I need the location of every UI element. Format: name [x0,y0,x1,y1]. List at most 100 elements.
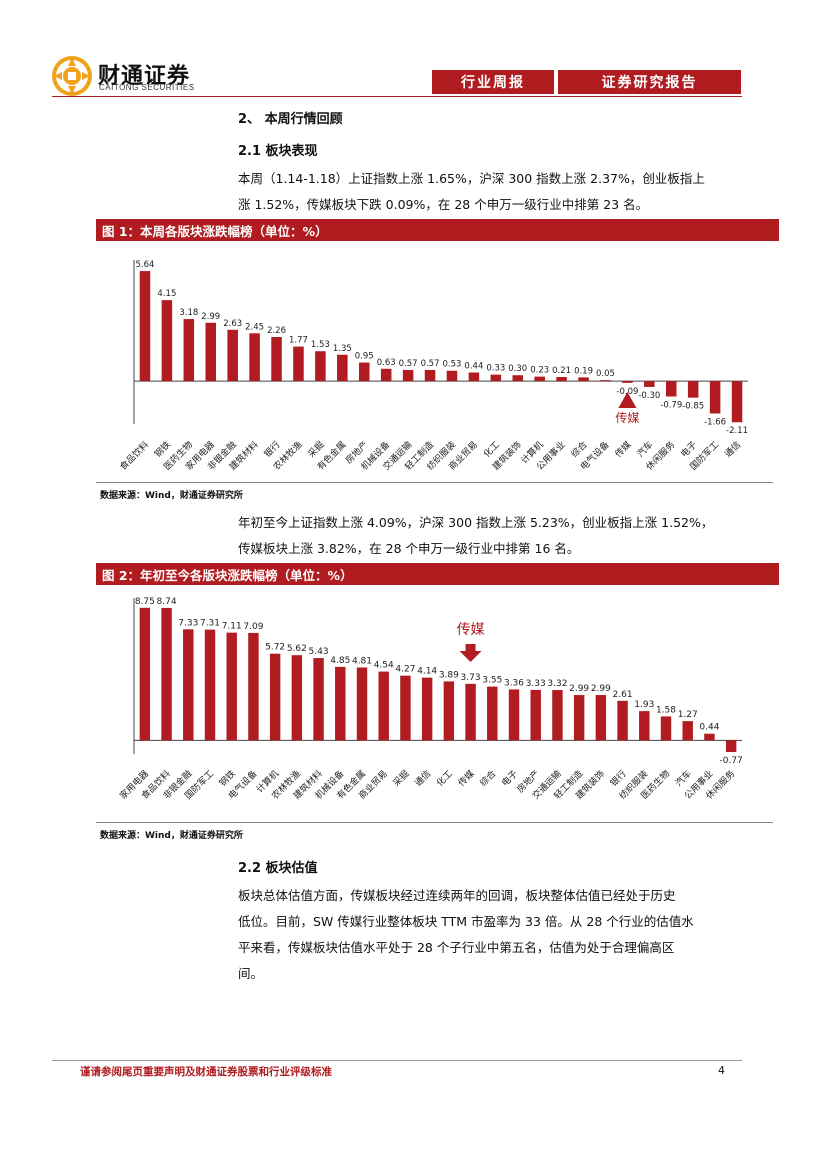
data-label: 3.36 [504,678,524,688]
section-title: 2、 本周行情回顾 [238,112,343,127]
data-label: 2.99 [201,312,220,322]
data-label: 4.54 [374,661,394,671]
header-divider [52,96,742,97]
data-label: -0.30 [638,391,660,401]
figure1-title: 图 1：本周各版块涨跌幅榜（单位：%） [96,219,779,241]
bar-传媒 [622,381,633,383]
bar-汽车 [644,381,655,387]
bar-传媒 [465,683,476,741]
bar-休闲服务 [665,381,677,397]
data-label: 2.99 [569,684,589,694]
data-label: 0.95 [355,352,374,362]
data-label: 8.75 [135,597,155,607]
bar-公用事业 [556,376,567,382]
data-label: 1.77 [289,336,308,346]
bar-纺织服装 [446,370,458,382]
bar-计算机 [534,376,545,382]
data-label: 2.99 [591,684,611,694]
data-label: 0.44 [464,362,483,372]
bar-综合 [578,377,589,382]
bar-家用电器 [139,607,151,741]
bar-商业贸易 [378,671,389,741]
footer-divider [52,1060,742,1061]
bar-轻工制造 [573,695,585,741]
bar-计算机 [269,653,281,741]
subsection-title-performance: 2.1 板块表现 [238,144,318,159]
page-number: 4 [718,1064,725,1077]
category-label: 钢铁 [152,439,173,460]
category-label: 化工 [434,768,455,789]
bar-机械设备 [380,368,392,382]
paragraph-valuation-line3: 平来看，传媒板块估值水平处于 28 个子行业中第五名，估值为处于合理偏高区 [238,940,675,955]
category-label: 采掘 [390,768,411,789]
data-label: 5.64 [135,260,154,270]
data-label: -0.79 [660,400,682,410]
data-label: 0.05 [596,369,615,379]
annotation-label: 传媒 [457,622,485,638]
data-label: -2.11 [726,426,748,436]
figure2-title: 图 2：年初至今各版块涨跌幅榜（单位：%） [96,563,779,585]
data-label: 3.33 [526,679,546,689]
data-label: -0.09 [616,387,638,397]
data-label: 3.32 [547,679,567,689]
category-label: 采掘 [305,439,326,460]
bar-通信 [421,677,433,741]
bar-机械设备 [335,666,346,741]
bar-汽车 [682,721,693,741]
category-label: 银行 [261,439,282,460]
data-label: 1.58 [656,705,676,715]
data-label: 3.18 [179,308,198,318]
bar-交通运输 [552,690,563,741]
data-label: 4.85 [330,656,350,666]
figure2-source: 数据来源：Wind，财通证券研究所 [100,831,243,841]
bar-国防军工 [204,629,216,741]
data-label: 0.33 [486,364,505,374]
bar-化工 [490,374,502,382]
bar-房地产 [358,362,370,382]
bar-银行 [271,337,282,382]
category-label: 食品饮料 [117,439,151,473]
paragraph-valuation-line4: 间。 [238,966,264,981]
paragraph-valuation-line2: 低位。目前，SW 传媒行业整体板块 TTM 市盈率为 33 倍。从 28 个行业… [238,914,694,929]
paragraph-valuation-line1: 板块总体估值方面，传媒板块经过连续两年的回调，板块整体估值已经处于历史 [238,888,676,903]
figure2-chart: 8.75家用电器8.74食品饮料7.33非银金融7.31国防军工7.11钢铁7.… [117,597,743,802]
bar-国防军工 [709,381,721,414]
bar-医药生物 [660,716,672,741]
category-label: 传媒 [455,768,476,789]
logo: 财通证券 CAITONG SECURITIES [52,56,212,96]
logo-emblem-icon [52,56,92,96]
annotation-arrow-icon [465,644,476,651]
bar-家用电器 [205,322,217,382]
bar-化工 [443,681,455,741]
data-label: 0.21 [552,366,571,376]
bar-采掘 [400,675,411,741]
data-label: 0.19 [574,366,593,376]
data-label: 1.35 [333,344,352,354]
bar-有色金属 [356,667,368,741]
figure2-bottom-rule [96,822,773,823]
bar-非银金融 [183,629,194,741]
bar-建筑材料 [249,333,260,382]
data-label: 7.31 [200,619,220,629]
paragraph-weekly-line2: 涨 1.52%，传媒板块下跌 0.09%，在 28 个申万一级行业中排第 23 … [238,197,649,212]
data-label: 1.53 [311,340,330,350]
bar-采掘 [315,351,326,382]
bar-农林牧渔 [293,346,304,382]
bar-建筑装饰 [512,375,524,382]
data-label: 1.27 [678,710,698,720]
bar-公用事业 [704,733,715,741]
data-label: 5.43 [309,647,329,657]
category-label: 汽车 [634,439,655,460]
category-label: 综合 [568,439,589,460]
bar-交通运输 [402,369,414,382]
bar-医药生物 [183,319,195,382]
annotation-arrowhead-icon [618,392,637,408]
data-label: 0.23 [530,366,549,376]
bar-轻工制造 [424,369,436,382]
category-label: 通信 [412,768,433,789]
data-label: 8.74 [157,597,177,607]
data-label: 0.30 [508,364,527,374]
logo-subtitle: CAITONG SECURITIES [99,83,195,92]
bar-建筑材料 [313,658,324,741]
bar-电气设备 [248,632,259,741]
